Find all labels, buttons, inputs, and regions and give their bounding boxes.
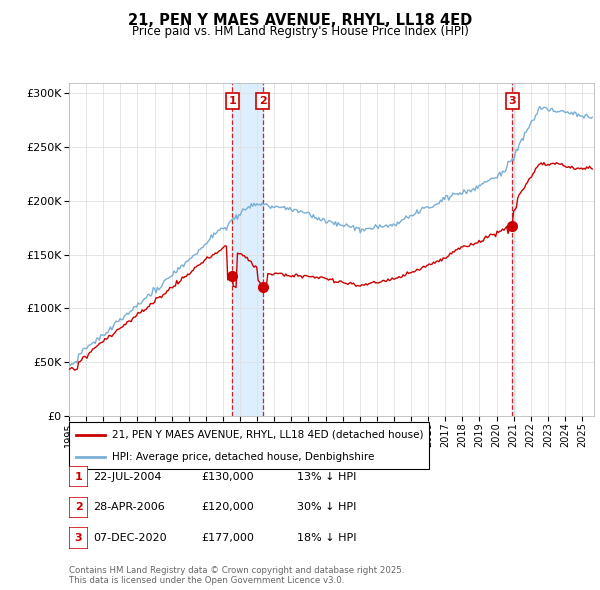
- Text: 21, PEN Y MAES AVENUE, RHYL, LL18 4ED: 21, PEN Y MAES AVENUE, RHYL, LL18 4ED: [128, 13, 472, 28]
- Text: 18% ↓ HPI: 18% ↓ HPI: [297, 533, 356, 543]
- Text: 30% ↓ HPI: 30% ↓ HPI: [297, 503, 356, 512]
- Text: 21, PEN Y MAES AVENUE, RHYL, LL18 4ED (detached house): 21, PEN Y MAES AVENUE, RHYL, LL18 4ED (d…: [112, 430, 424, 440]
- Text: 1: 1: [75, 472, 82, 481]
- Text: £130,000: £130,000: [201, 472, 254, 481]
- FancyBboxPatch shape: [69, 497, 88, 518]
- FancyBboxPatch shape: [69, 466, 88, 487]
- Text: £177,000: £177,000: [201, 533, 254, 543]
- Text: 22-JUL-2004: 22-JUL-2004: [93, 472, 161, 481]
- Text: 3: 3: [508, 96, 516, 106]
- Text: HPI: Average price, detached house, Denbighshire: HPI: Average price, detached house, Denb…: [112, 453, 374, 462]
- Text: 28-APR-2006: 28-APR-2006: [93, 503, 165, 512]
- Text: 2: 2: [75, 503, 82, 512]
- Text: Contains HM Land Registry data © Crown copyright and database right 2025.
This d: Contains HM Land Registry data © Crown c…: [69, 566, 404, 585]
- FancyBboxPatch shape: [69, 422, 429, 469]
- Text: 3: 3: [75, 533, 82, 543]
- Text: 07-DEC-2020: 07-DEC-2020: [93, 533, 167, 543]
- FancyBboxPatch shape: [69, 527, 88, 549]
- Text: 2: 2: [259, 96, 266, 106]
- Text: 1: 1: [229, 96, 236, 106]
- Text: Price paid vs. HM Land Registry's House Price Index (HPI): Price paid vs. HM Land Registry's House …: [131, 25, 469, 38]
- Bar: [512, 83, 515, 416]
- Text: £120,000: £120,000: [201, 503, 254, 512]
- Bar: [232, 83, 263, 416]
- Text: 13% ↓ HPI: 13% ↓ HPI: [297, 472, 356, 481]
